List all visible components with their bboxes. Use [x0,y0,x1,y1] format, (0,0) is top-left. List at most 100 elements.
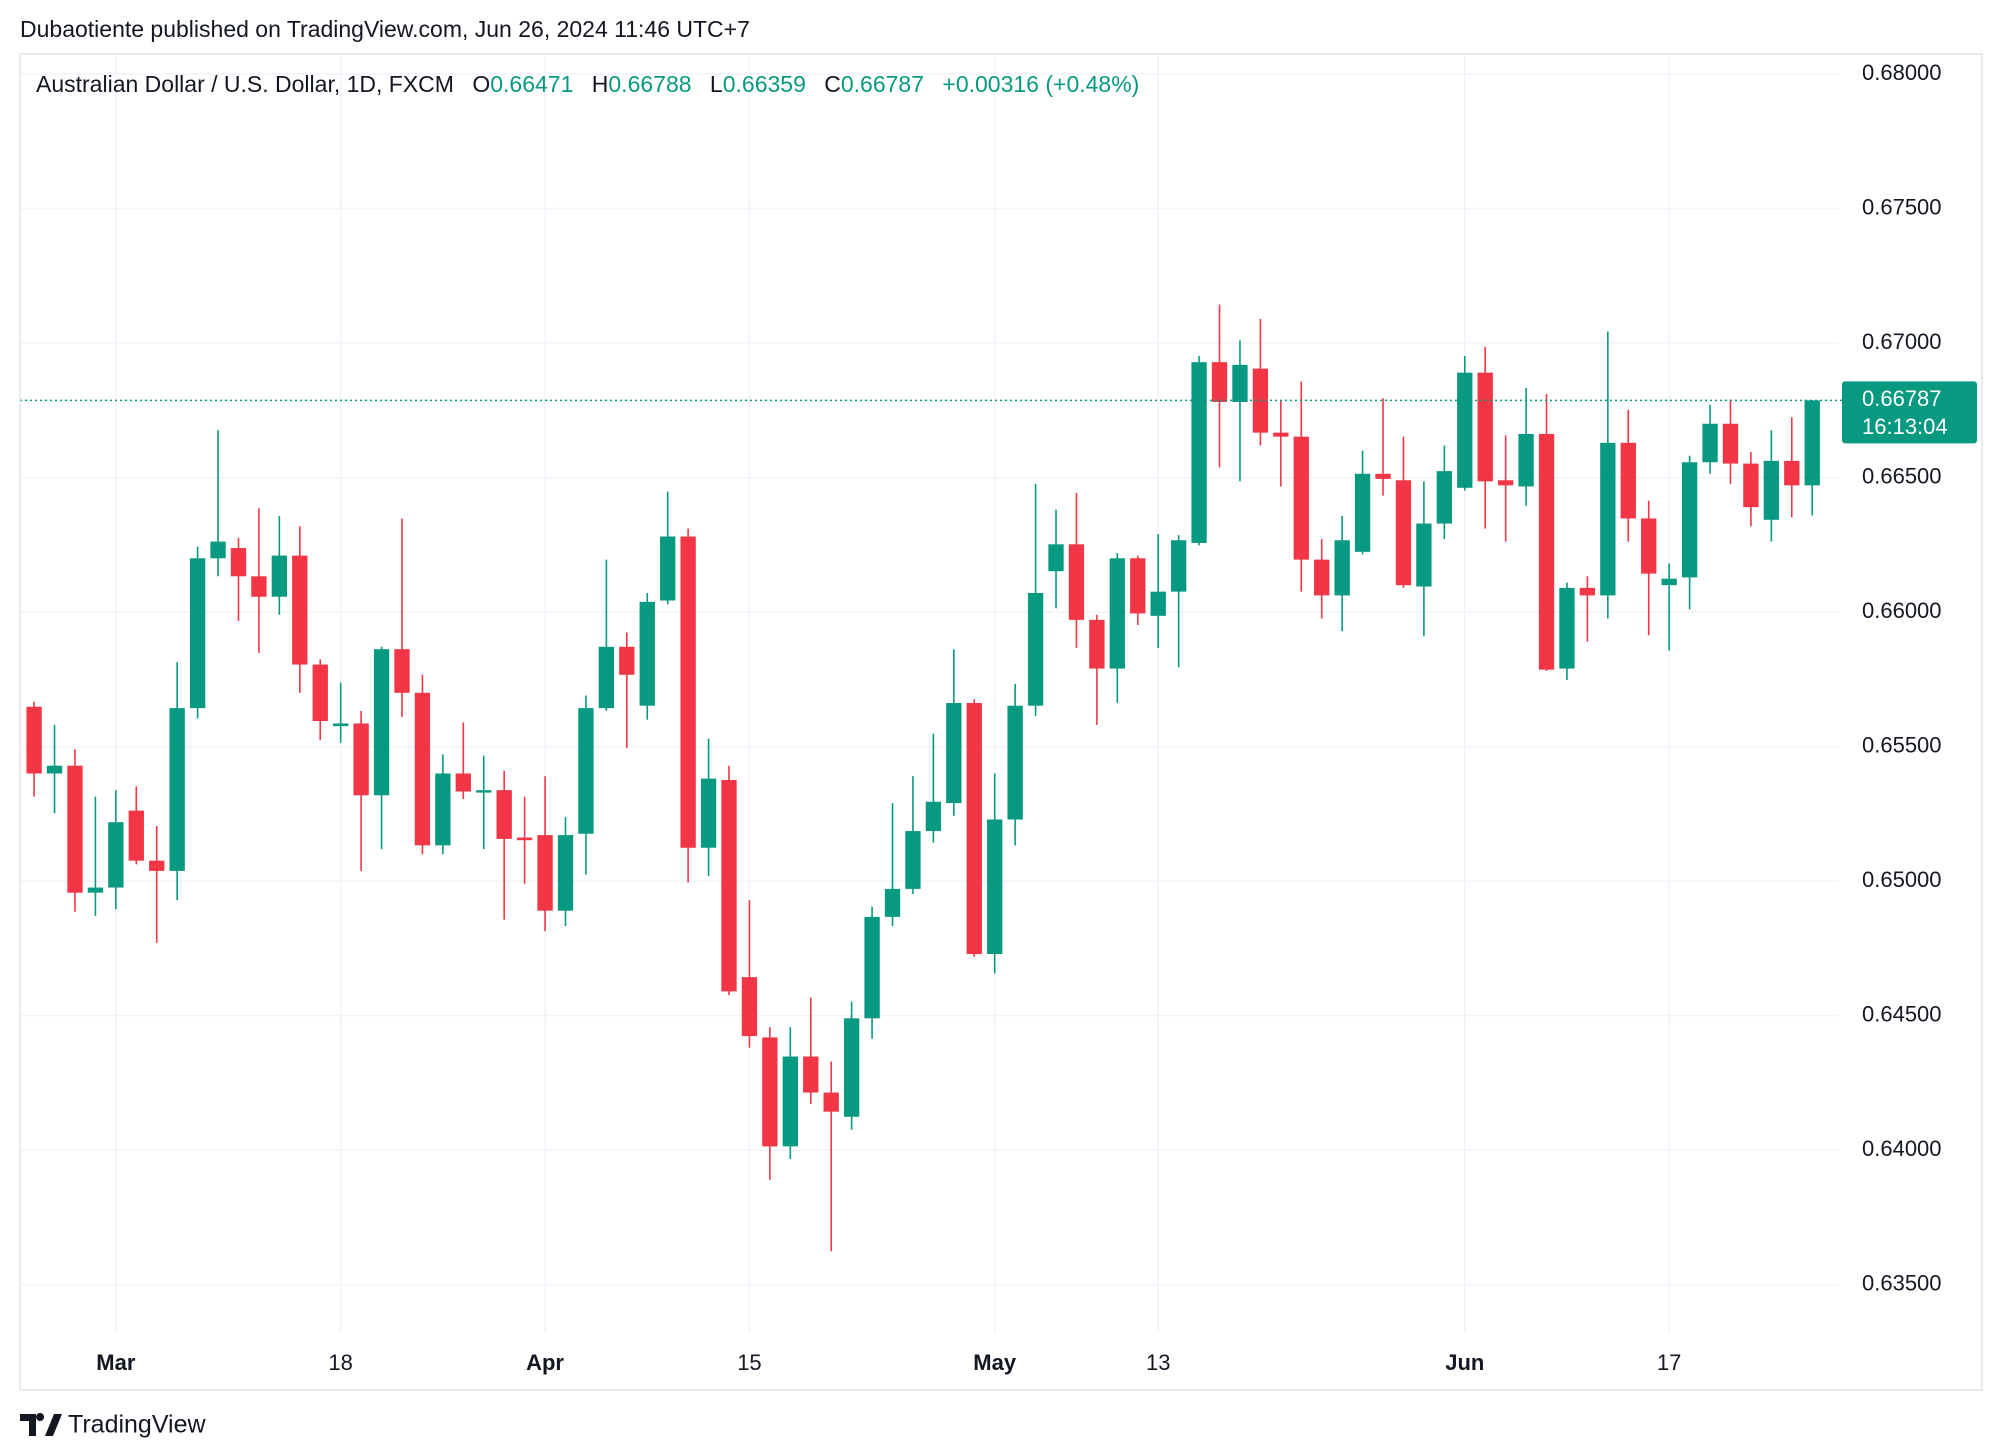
candle-body [619,646,635,675]
candle-body [598,646,615,709]
candle-body [1457,372,1473,488]
candle-body [414,692,431,846]
candle-body [1559,587,1575,669]
publisher-line: Dubaotiente published on TradingView.com… [20,16,750,42]
candle-body [435,773,451,846]
candle-body [925,801,942,832]
candle-body [1518,433,1534,487]
candle-body [741,977,758,1037]
candle-body [353,723,369,796]
candle-body [1048,544,1064,572]
candle-body [1150,591,1166,616]
open-label: O [472,71,490,97]
x-tick-label: 15 [737,1350,761,1375]
candle-body [1191,362,1207,543]
candle-body [496,790,512,839]
countdown-label: 16:13:04 [1862,414,1948,439]
candle-body [680,536,696,848]
candle-body [1293,436,1309,560]
candle-body [660,536,676,601]
frame [19,53,1983,1391]
candle-body [946,703,962,804]
candle-body [271,555,288,597]
open-value: 0.66471 [490,71,573,97]
change-value: +0.00316 (+0.48%) [942,71,1139,97]
candle-body [1641,518,1657,574]
candle-body [1130,558,1146,614]
y-tick-label: 0.67000 [1862,329,1942,354]
x-tick-label: 18 [328,1350,352,1375]
x-tick-label: Mar [96,1350,136,1375]
candle-body [1784,460,1800,486]
candle-body [843,1018,860,1117]
candle-body [1743,463,1759,508]
high-label: H [592,71,609,97]
candle-body [762,1037,778,1147]
candle-body [966,703,982,955]
candle-body [251,576,267,597]
candle-body [87,887,104,893]
candle-body [1314,559,1330,596]
candle-body [1702,423,1718,463]
candle-body [516,837,533,841]
candle-body [230,548,247,577]
candle-body [1477,372,1493,482]
high-value: 0.66788 [608,71,691,97]
candle-body [700,778,717,848]
candle-body [476,790,492,793]
y-tick-label: 0.68000 [1862,60,1942,85]
y-tick-label: 0.65000 [1862,867,1942,892]
candle-body [864,916,880,1019]
candle-body [373,649,390,796]
candle-body [1334,540,1350,596]
candle-body [1089,619,1105,669]
x-tick-label: Jun [1445,1350,1484,1375]
logo-icon [20,1413,62,1436]
candle-body [1375,473,1391,479]
grid [20,54,1839,1332]
candle-body [987,819,1003,955]
candle-body [1007,705,1023,820]
candle-body [1661,578,1677,586]
candle-body [1109,558,1125,669]
x-tick-label: Apr [526,1350,564,1375]
candle-body [721,779,737,992]
y-tick-label: 0.66000 [1862,598,1942,623]
candle-body [782,1056,798,1147]
candle-body [537,835,553,911]
candle-body [1354,473,1371,552]
candle-body [1232,364,1248,402]
candle-body [46,765,63,774]
candle-body [1497,480,1514,486]
candle-body [884,888,901,917]
candle-body [578,708,594,834]
candle-body [1620,442,1636,519]
candle-body [1538,433,1555,670]
y-tick-label: 0.63500 [1862,1270,1942,1295]
y-tick-label: 0.66500 [1862,463,1942,488]
candle-body [149,860,165,871]
candle-body [557,835,574,911]
close-label: C [824,71,841,97]
candles [20,304,1842,1252]
x-tick-label: 13 [1146,1350,1170,1375]
candle-body [639,601,655,706]
candle-body [1436,471,1453,524]
candle-body [1273,432,1289,437]
candle-body [1395,480,1412,586]
last-price-label: 0.66787 [1862,386,1942,411]
candle-body [312,664,328,722]
candle-body [210,541,226,559]
low-value: 0.66359 [723,71,806,97]
x-tick-label: 17 [1657,1350,1681,1375]
candle-body [1681,462,1698,578]
close-value: 0.66787 [841,71,924,97]
candle-body [26,706,42,774]
candle-body [1027,592,1044,706]
candle-body [1600,442,1616,596]
low-label: L [710,71,723,97]
y-tick-label: 0.64500 [1862,1001,1942,1026]
